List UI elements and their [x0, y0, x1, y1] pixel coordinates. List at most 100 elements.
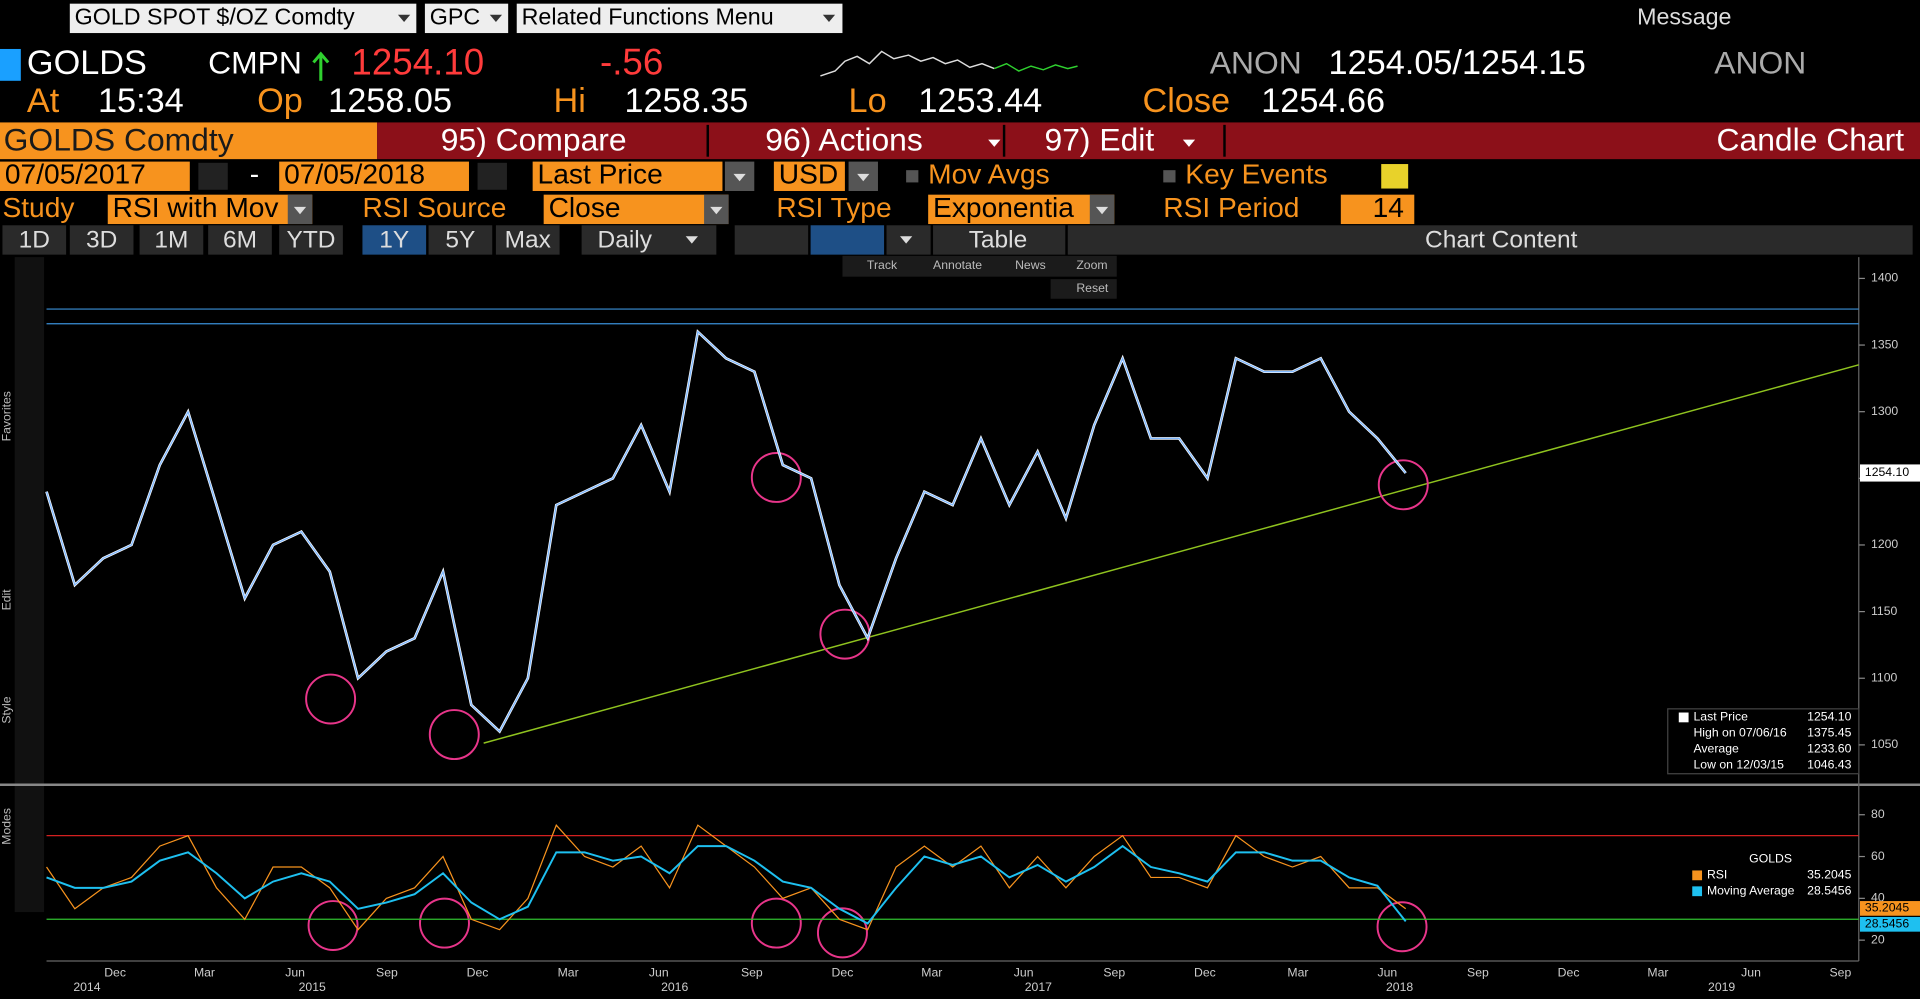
- chart-tool[interactable]: Zoom: [1076, 258, 1107, 272]
- menu-item[interactable]: 97) Edit: [1044, 121, 1154, 157]
- calendar-icon[interactable]: [198, 162, 228, 190]
- period-button[interactable]: [139, 225, 204, 255]
- legend-label: High on 07/06/16: [1693, 726, 1786, 740]
- data-line: [45, 330, 1407, 733]
- chart-tool[interactable]: News: [1015, 258, 1046, 272]
- year-label: 2015: [299, 980, 326, 994]
- message-link[interactable]: Message: [1637, 4, 1731, 30]
- quote-marker: [0, 48, 21, 81]
- security-name: GOLDS Comdty: [4, 121, 234, 157]
- period-button[interactable]: [495, 225, 560, 255]
- calendar-icon[interactable]: [477, 162, 507, 190]
- ticker: GOLDS: [27, 44, 147, 82]
- x-tick-label: Jun: [1014, 966, 1034, 980]
- y-tick-label: 1350: [1871, 337, 1898, 351]
- dropdown-arrow: [710, 206, 723, 215]
- period-button[interactable]: [208, 225, 272, 255]
- dropdown-arrow: [1095, 206, 1109, 215]
- y-tick-label: 1100: [1871, 670, 1898, 684]
- price-field: Last Price: [538, 159, 663, 190]
- currency-field[interactable]: [773, 161, 845, 191]
- dropdown-arrow: [397, 14, 411, 23]
- study-value-field[interactable]: [928, 194, 1115, 225]
- sparkline: [820, 50, 995, 77]
- chart-tool[interactable]: Annotate: [933, 258, 982, 272]
- menu-bar: [377, 122, 1920, 160]
- checkbox[interactable]: [1163, 170, 1176, 183]
- left-toolbar: [14, 257, 45, 913]
- value-tag-label: 28.5456: [1865, 917, 1909, 931]
- sparkline-today: [994, 62, 1078, 72]
- x-tick-label: Sep: [1830, 966, 1852, 980]
- chart-type: Candle Chart: [1717, 121, 1905, 157]
- dropdown-arrow: [1182, 139, 1196, 147]
- period-label: 1M: [154, 227, 188, 254]
- start-date-field[interactable]: [0, 161, 190, 191]
- value-tag-label: 35.2045: [1865, 901, 1909, 915]
- study-label: Study: [2, 192, 75, 223]
- ohlc-label: Op: [257, 82, 303, 120]
- legend-value: 35.2045: [1807, 868, 1851, 882]
- legend-value: 1375.45: [1807, 726, 1851, 740]
- mov-avgs-label: Mov Avgs: [928, 159, 1050, 190]
- function-input: GPC: [430, 4, 480, 30]
- ohlc-value: 1258.35: [624, 82, 748, 120]
- chart-tool[interactable]: Track: [867, 258, 898, 272]
- y-tick-label: 60: [1871, 849, 1885, 863]
- reset-button[interactable]: [1050, 279, 1117, 299]
- x-tick-label: Mar: [558, 966, 579, 980]
- last-price: 1254.10: [351, 42, 484, 83]
- up-arrow: [312, 51, 330, 81]
- menu-box[interactable]: [516, 3, 843, 34]
- checkbox[interactable]: [906, 170, 919, 183]
- end-date-field[interactable]: [279, 161, 469, 191]
- study-value-field[interactable]: [543, 194, 729, 225]
- period-button[interactable]: [428, 225, 493, 255]
- info-icon[interactable]: [1381, 164, 1409, 189]
- period-button[interactable]: [69, 225, 134, 255]
- table-button[interactable]: [933, 225, 1066, 255]
- legend-label: Low on 12/03/15: [1693, 757, 1784, 771]
- menu-item[interactable]: 96) Actions: [765, 121, 922, 157]
- chart-content-bar[interactable]: [1067, 225, 1913, 255]
- x-tick-label: Sep: [1467, 966, 1489, 980]
- period-button[interactable]: [362, 225, 427, 255]
- x-tick-label: Dec: [832, 966, 854, 980]
- ohlc-value: 1254.66: [1261, 82, 1385, 120]
- study-value-field[interactable]: [107, 194, 313, 225]
- ohlc-value: 15:34: [98, 82, 184, 120]
- last-price-tag: [1860, 464, 1920, 482]
- y-tick-label: 80: [1871, 807, 1885, 821]
- x-tick-label: Dec: [104, 966, 126, 980]
- study-value-field[interactable]: [1340, 194, 1415, 225]
- ohlc-label: Lo: [849, 82, 887, 120]
- study-value: RSI with Mov: [113, 192, 279, 223]
- security-box[interactable]: [69, 3, 417, 34]
- menu-item[interactable]: 95) Compare: [441, 121, 627, 157]
- x-tick-label: Sep: [1103, 966, 1125, 980]
- period-button[interactable]: [279, 225, 343, 255]
- value-tag: [1860, 916, 1920, 932]
- bid-ask: 1254.05/1254.15: [1329, 44, 1586, 82]
- dropdown-arrow: [685, 236, 698, 244]
- period-button[interactable]: [2, 225, 67, 255]
- legend-label: Moving Average: [1707, 883, 1795, 897]
- price-field-field[interactable]: [532, 161, 723, 191]
- y-tick-label: 1050: [1871, 737, 1898, 751]
- y-tick-label: 1200: [1871, 537, 1898, 551]
- dropdown-arrow: [733, 173, 746, 182]
- date-separator: -: [250, 159, 259, 190]
- key-events-label: Key Events: [1185, 159, 1327, 190]
- security-tab: [0, 122, 378, 160]
- line-chart-button[interactable]: [734, 225, 809, 255]
- side-label: Edit: [0, 589, 14, 611]
- chart-content-label: Chart Content: [1425, 227, 1578, 254]
- security-input: GOLD SPOT $/OZ Comdty: [75, 4, 355, 30]
- candle-chart-button[interactable]: [810, 225, 885, 255]
- period-label: 1D: [19, 227, 50, 254]
- legend-swatch: [1678, 712, 1689, 723]
- ask-source: ANON: [1714, 44, 1806, 80]
- related-functions: Related Functions Menu: [522, 4, 774, 30]
- legend-label: RSI: [1707, 868, 1727, 882]
